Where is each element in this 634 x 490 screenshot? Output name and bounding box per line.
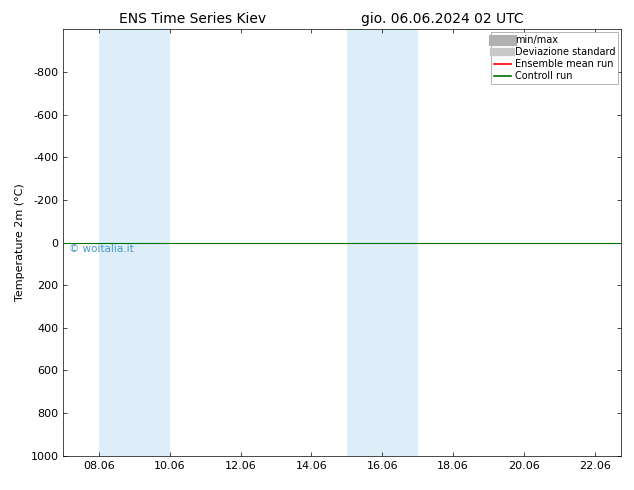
Legend: min/max, Deviazione standard, Ensemble mean run, Controll run: min/max, Deviazione standard, Ensemble m…: [491, 32, 618, 84]
Text: ENS Time Series Kiev: ENS Time Series Kiev: [119, 12, 266, 26]
Bar: [347, 29, 418, 456]
Bar: [99, 29, 170, 456]
Text: gio. 06.06.2024 02 UTC: gio. 06.06.2024 02 UTC: [361, 12, 524, 26]
Y-axis label: Temperature 2m (°C): Temperature 2m (°C): [15, 184, 25, 301]
Text: © woitalia.it: © woitalia.it: [69, 244, 134, 254]
